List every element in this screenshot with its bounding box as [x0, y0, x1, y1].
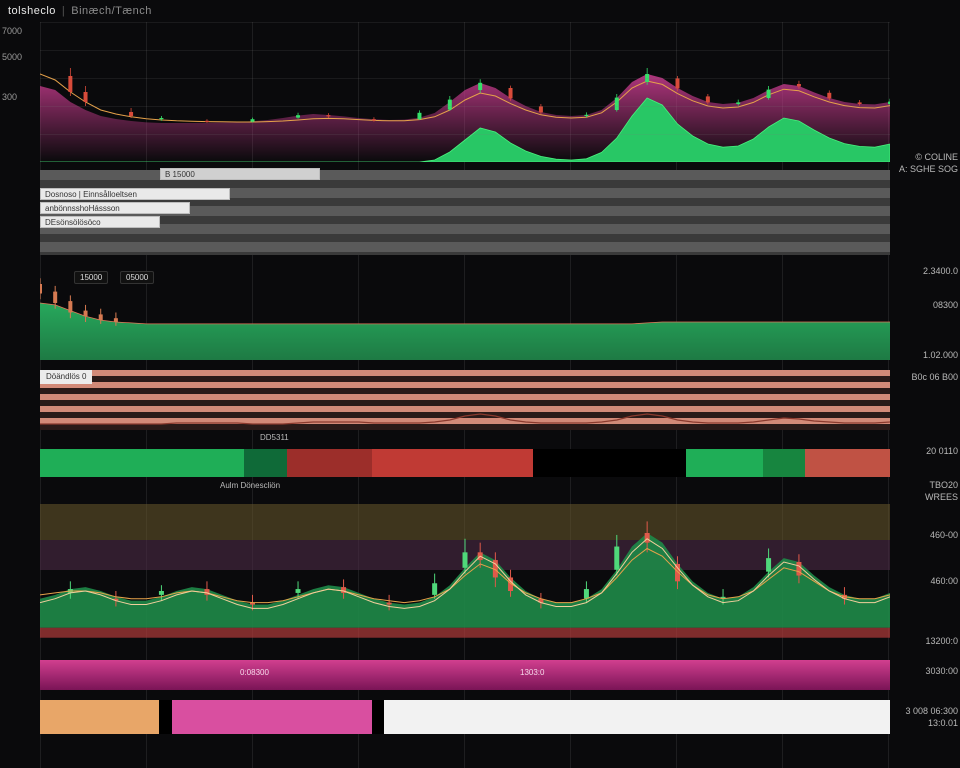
seg[interactable]: [172, 700, 372, 734]
seg[interactable]: [40, 700, 159, 734]
p1-rlabel-0: © COLINE: [915, 152, 958, 162]
panel-segbar: DD5311 Aulm Dönescliön: [40, 445, 890, 489]
p5-segment-row[interactable]: [40, 449, 890, 477]
brand-label: tolsheclo: [8, 5, 56, 17]
title-bar: tolsheclo | Binæch/Tænch: [0, 0, 960, 22]
p6-rlabel-2: 13200:0: [925, 636, 958, 646]
seg[interactable]: [763, 449, 806, 477]
p3-rlabel-2: 1.02.000: [923, 350, 958, 360]
p1-ylabel-2: 300: [2, 92, 17, 102]
seg[interactable]: [287, 449, 372, 477]
p3-rlabel-0: 2.3400.0: [923, 266, 958, 276]
panel-finalbar: [40, 700, 890, 734]
seg[interactable]: [40, 449, 244, 477]
p1-rlabel-1: A: SGHE SOG: [899, 164, 958, 174]
p7-xlabel-0: 0:08300: [240, 668, 269, 677]
seg[interactable]: [244, 449, 287, 477]
p5-rlabel-2: WREES: [925, 492, 958, 502]
p8-rlabel-1: 13:0.01: [928, 718, 958, 728]
seg[interactable]: [384, 700, 890, 734]
seg[interactable]: [533, 449, 686, 477]
seg[interactable]: [159, 700, 172, 734]
p7-rlabel: 3030:00: [925, 666, 958, 676]
p3-pill-0: 15000: [74, 271, 108, 284]
panel-osc-svg: [40, 504, 890, 649]
p1-ylabel-0: 7000: [2, 26, 22, 36]
p5-sublabel: Aulm Dönescliön: [220, 481, 280, 490]
p3-pill-1: 05000: [120, 271, 154, 284]
p2-row-2[interactable]: DEsönsölösöco: [40, 216, 160, 228]
seg[interactable]: [805, 449, 890, 477]
panel-osc[interactable]: [40, 504, 890, 649]
p6-rlabel-1: 460:00: [930, 576, 958, 586]
p2-row-1[interactable]: anbönnsshoHássson: [40, 202, 190, 214]
panel-magenta: 0:08300 1303:0: [40, 660, 890, 690]
p5-rlabel-0: 20 0110: [926, 446, 958, 456]
panel-green[interactable]: 15000 05000: [40, 265, 890, 360]
p7-xlabel-1: 1303:0: [520, 668, 544, 677]
seg[interactable]: [372, 449, 534, 477]
p4-rlabel: B0c 06 B00: [911, 372, 958, 382]
panel-salmon: Döändlös 0: [40, 370, 890, 430]
brand-sub-label: Binæch/Tænch: [71, 5, 152, 17]
panel-salmon-svg: [40, 370, 890, 430]
p5-rlabel-1: TBO20: [929, 480, 958, 490]
p8-segment-row[interactable]: [40, 700, 890, 734]
p2-row-0[interactable]: Dosnoso | Einnsålloeltsen: [40, 188, 230, 200]
p5-midlabel: DD5311: [260, 433, 289, 442]
p2-header-chip[interactable]: B 15000: [160, 168, 320, 180]
p8-rlabel-0: 3 008 06:300: [905, 706, 958, 716]
title-separator: |: [62, 5, 65, 17]
panel-price-svg: [40, 22, 890, 162]
seg[interactable]: [372, 700, 385, 734]
seg[interactable]: [686, 449, 763, 477]
panel-greystripes: B 15000 Dosnoso | Einnsålloeltsen anbönn…: [40, 170, 890, 255]
panel-price[interactable]: [40, 22, 890, 162]
p1-ylabel-1: 5000: [2, 52, 22, 62]
p6-rlabel-0: 460-00: [930, 530, 958, 540]
panel-green-svg: [40, 265, 890, 360]
p3-rlabel-1: 08300: [933, 300, 958, 310]
